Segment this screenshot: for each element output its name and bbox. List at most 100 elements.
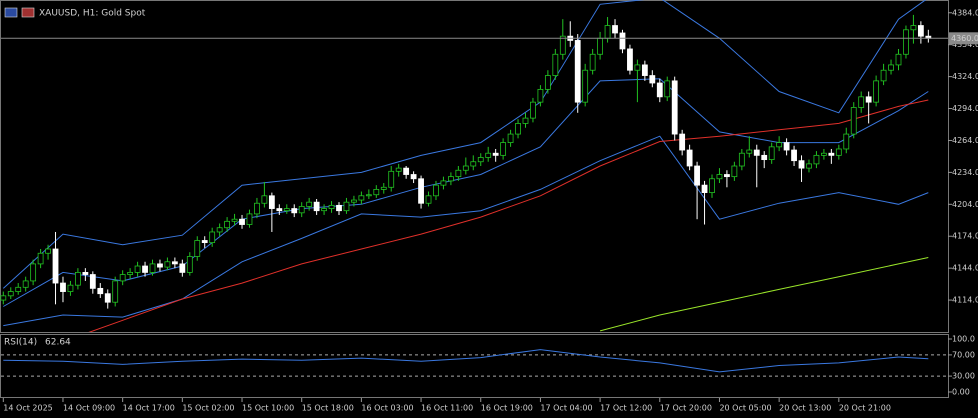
candle-body [134, 265, 141, 273]
x-tick-label: 17 Oct 04:00 [540, 404, 592, 413]
candle-body [82, 272, 89, 275]
rsi-tick-label: 30.00 [952, 372, 975, 381]
candle-body [97, 287, 104, 295]
candle-body [522, 117, 529, 124]
x-tick-label: 17 Oct 12:00 [600, 404, 652, 413]
candle-body [447, 176, 454, 182]
candle-body [410, 174, 417, 180]
candle-body [321, 208, 327, 212]
rsi-panel [0, 334, 949, 398]
candle-body [291, 208, 298, 214]
candle-body [142, 265, 148, 273]
candle-body [328, 204, 335, 209]
candle-body [627, 48, 633, 71]
candle-body [112, 280, 119, 303]
rsi-line [3, 349, 929, 373]
rsi-value: 62.64 [45, 338, 71, 348]
rsi-label: RSI(14) [4, 338, 37, 348]
candle-body [388, 170, 395, 188]
candle-body [537, 88, 544, 103]
candle-body [865, 96, 872, 103]
candle-body [671, 80, 678, 135]
candle-body [619, 32, 626, 50]
candle-body [641, 64, 648, 76]
y-tick-label: 4234.0 [952, 168, 978, 177]
y-tick-label: 4294.0 [952, 104, 978, 113]
chart-title: XAUUSD, H1: Gold Spot [39, 9, 146, 19]
candle-body [75, 272, 81, 286]
candle-body [298, 206, 305, 214]
candle-body [761, 154, 768, 161]
candle-body [731, 165, 738, 178]
x-tick-label: 14 Oct 09:00 [63, 404, 115, 413]
x-tick-label: 16 Oct 03:00 [361, 404, 413, 413]
candle-body [753, 149, 760, 156]
candle-body [903, 29, 909, 55]
current-price-label: 4360.0 [951, 34, 978, 43]
candle-body [261, 195, 268, 204]
candle-body [224, 220, 231, 229]
candle-body [776, 142, 783, 148]
y-tick-label: 4174.0 [952, 232, 978, 241]
y-tick-label: 4204.0 [952, 200, 978, 209]
candle-body [604, 25, 611, 39]
y-tick-label: 4354.0 [952, 40, 978, 49]
x-tick-label: 14 Oct 2025 [3, 404, 52, 413]
rsi-area [1, 349, 948, 377]
candle-body [738, 152, 745, 167]
candle-body [358, 195, 365, 201]
candle-body [276, 208, 283, 212]
candle-body [492, 152, 499, 156]
candle-body [507, 133, 514, 143]
candle-body [485, 152, 492, 158]
candle-body [701, 184, 708, 194]
symbol-icon [4, 7, 35, 18]
candle-body [164, 261, 171, 268]
candle-body [313, 201, 320, 212]
indicator-line [88, 99, 929, 332]
candle-body [455, 169, 462, 178]
candle-body [574, 40, 581, 103]
candle-body [89, 274, 96, 289]
candle-body [686, 149, 693, 167]
candle-body [22, 280, 29, 288]
rsi-tick-label: 70.00 [952, 350, 975, 359]
candle-body [283, 208, 290, 212]
candle-body [433, 184, 439, 197]
indicator-line [2, 0, 927, 289]
candle-body [880, 69, 887, 82]
main-panel [0, 0, 949, 333]
candle-body [60, 282, 66, 292]
candle-body [783, 142, 790, 151]
candle-body [351, 199, 357, 203]
candle-body [746, 149, 753, 154]
candle-body [231, 218, 238, 222]
rsi-tick-label: 0.00 [952, 388, 970, 397]
candle-body [365, 194, 372, 197]
candle-body [171, 261, 178, 265]
candle-body [500, 142, 507, 156]
candle-body [119, 274, 126, 282]
candle-body [45, 248, 51, 254]
candle-body [306, 201, 313, 207]
candle-body [336, 204, 342, 212]
x-tick-label: 15 Oct 02:00 [182, 404, 234, 413]
candle-body [194, 240, 201, 257]
y-tick-label: 4324.0 [952, 72, 978, 81]
candle-body [716, 174, 723, 180]
candle-body [246, 213, 253, 225]
candle-body [835, 148, 842, 156]
candle-body [530, 101, 536, 119]
candle-body [0, 295, 7, 301]
candle-body [858, 96, 865, 108]
candle-body [821, 152, 827, 156]
candle-body [917, 25, 924, 37]
candle-body [7, 291, 14, 297]
candle-body [768, 146, 775, 161]
candle-body [254, 202, 260, 215]
candle-body [649, 75, 656, 84]
x-tick-label: 15 Oct 18:00 [302, 404, 354, 413]
candle-body [403, 167, 410, 175]
candle-body [186, 256, 193, 273]
x-tick-label: 20 Oct 05:00 [719, 404, 771, 413]
